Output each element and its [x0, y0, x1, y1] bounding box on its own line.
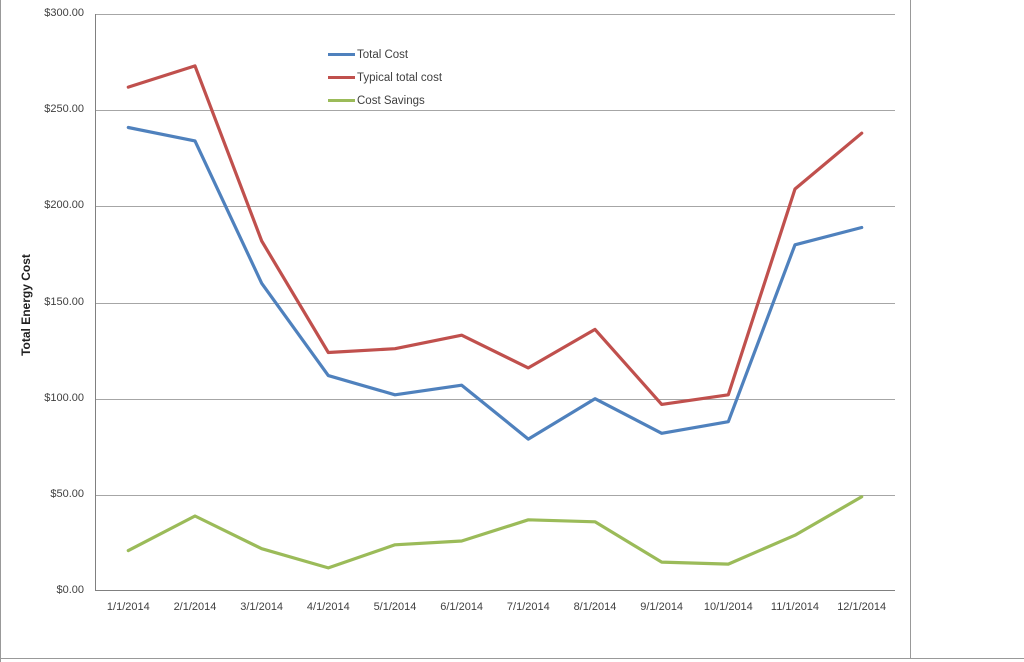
y-tick-label: $300.00 [44, 7, 84, 19]
sheet-left-border [0, 0, 1, 662]
x-axis-line [95, 590, 895, 591]
y-tick-label: $0.00 [56, 584, 84, 596]
x-tick-label: 4/1/2014 [306, 601, 350, 613]
x-tick-label: 8/1/2014 [573, 601, 617, 613]
x-tick-label: 12/1/2014 [837, 601, 887, 613]
line-series-svg [126, 64, 864, 570]
gridline-250 [95, 110, 895, 112]
legend-swatch-icon [328, 53, 355, 56]
gridline-200 [95, 206, 895, 208]
x-tick-label: 5/1/2014 [373, 601, 417, 613]
gridline-150 [95, 302, 895, 304]
x-tick-label: 10/1/2014 [703, 601, 753, 613]
gridline-100 [95, 398, 895, 400]
gridline-50 [95, 494, 895, 496]
y-tick-label: $250.00 [44, 103, 84, 116]
chart-bottom-border [0, 658, 1024, 659]
x-tick-label: 11/1/2014 [770, 601, 820, 613]
x-tick-label: 2/1/2014 [173, 601, 217, 613]
legend-label: Cost Savings [357, 94, 425, 107]
gridline-300 [95, 14, 895, 15]
legend-entry: Total Cost [328, 43, 442, 66]
x-tick-label: 7/1/2014 [506, 601, 550, 613]
legend-entry: Cost Savings [328, 89, 442, 112]
y-tick-label: $100.00 [44, 391, 84, 404]
legend-label: Total Cost [357, 48, 409, 61]
x-tick-label: 1/1/2014 [106, 601, 150, 613]
y-tick-label: $50.00 [50, 487, 84, 500]
legend-entry: Typical total cost [328, 66, 442, 89]
series-line-cost-savings [126, 495, 864, 570]
chart-right-border [910, 0, 911, 658]
y-tick-label: $200.00 [44, 199, 84, 212]
plot-area [95, 14, 895, 591]
x-tick-label: 3/1/2014 [240, 601, 284, 613]
series-line-total-cost [126, 125, 864, 441]
series-line-typical-total-cost [126, 64, 864, 406]
x-tick-label: 6/1/2014 [440, 601, 484, 613]
legend-swatch-icon [328, 76, 355, 79]
legend: Total Cost Typical total cost Cost Savings [328, 43, 442, 112]
x-tick-label: 9/1/2014 [640, 601, 684, 613]
y-axis-line [95, 14, 96, 591]
legend-swatch-icon [328, 99, 355, 102]
legend-label: Typical total cost [357, 71, 443, 84]
y-tick-label: $150.00 [44, 295, 84, 308]
